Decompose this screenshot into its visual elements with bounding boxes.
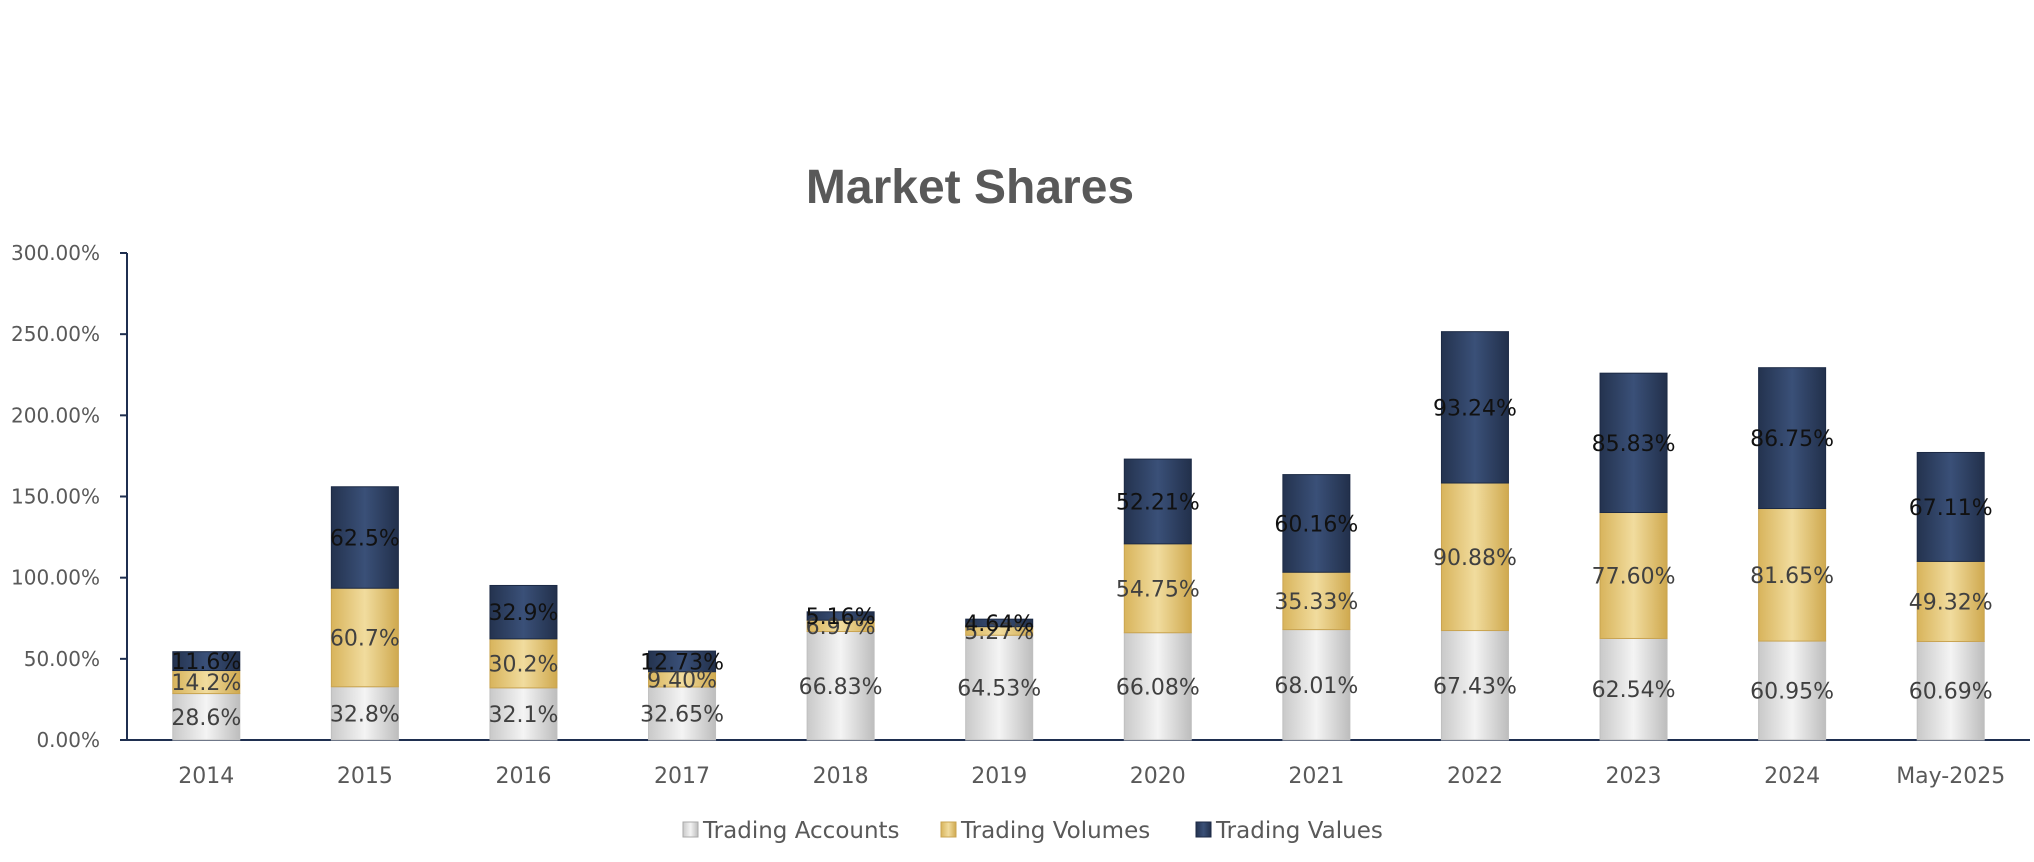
bar-segment (1758, 508, 1827, 642)
data-label: 52.21% (1116, 490, 1200, 515)
x-tick-label: 2018 (813, 764, 869, 789)
bar-segment (1758, 640, 1827, 741)
data-label: 81.65% (1750, 564, 1834, 589)
chart-title: Market Shares (806, 161, 1134, 214)
y-tick-label: 50.00% (24, 647, 100, 671)
bar-segment (330, 587, 399, 688)
x-tick-label: 2024 (1764, 764, 1820, 789)
data-label: 28.6% (171, 706, 241, 731)
bar-segment (1282, 474, 1351, 573)
bar-segment (1282, 629, 1351, 741)
data-label: 14.2% (171, 671, 241, 696)
legend-label: Trading Values (1215, 818, 1383, 844)
bar-segment (172, 693, 241, 741)
legend: Trading Accounts Trading Volumes Trading V… (682, 818, 1383, 844)
x-tick-label: 2014 (178, 764, 234, 789)
data-label: 64.53% (957, 677, 1041, 702)
bar-segment (1123, 543, 1192, 634)
legend-label: Trading Volumes (960, 818, 1150, 844)
x-tick-label: 2023 (1606, 764, 1662, 789)
data-labels: 28.6% 14.2%11.6% 32.8% 60.7% 62.5% 32.1% 30.2%… (171, 396, 1992, 730)
bar-segment (330, 486, 399, 589)
legend-swatch (682, 821, 699, 838)
data-label: 4.64% (964, 612, 1034, 637)
bar-segment (489, 687, 558, 741)
x-tick-label: 2020 (1130, 764, 1186, 789)
data-label: 30.2% (489, 652, 559, 677)
data-label: 32.9% (489, 601, 559, 626)
bar-segment (1440, 630, 1509, 741)
x-tick-label: 2015 (337, 764, 393, 789)
legend-swatch (1195, 821, 1212, 838)
bar-segment (172, 651, 241, 672)
y-tick-label: 250.00% (11, 322, 100, 346)
data-label: 68.01% (1274, 674, 1358, 699)
legend-swatch (940, 821, 957, 838)
data-label: 54.75% (1116, 577, 1200, 602)
axes: 0.00% 50.00% 100.00% 150.00% 200.00% 250.00% 3… (11, 241, 2030, 789)
data-label: 32.1% (489, 703, 559, 728)
legend-label: Trading Accounts (702, 818, 900, 844)
data-label: 62.54% (1592, 678, 1676, 703)
data-label: 9.40% (647, 668, 717, 693)
data-label: 60.95% (1750, 680, 1834, 705)
data-label: 66.83% (799, 675, 883, 700)
bar-segment (489, 638, 558, 689)
bar-segment (1440, 331, 1509, 484)
bar-segment (330, 686, 399, 741)
bar-segment (489, 584, 558, 640)
bar-segment (965, 634, 1034, 741)
data-label: 85.83% (1592, 432, 1676, 457)
x-tick-label: 2019 (971, 764, 1027, 789)
x-tick-label: May-2025 (1896, 764, 2005, 789)
data-label: 67.43% (1433, 674, 1517, 699)
data-label: 67.11% (1909, 496, 1993, 521)
bar-segment (1916, 560, 1985, 642)
data-label: 60.7% (330, 626, 400, 651)
bar-segment (1916, 451, 1985, 562)
bar-segment (1758, 367, 1827, 510)
data-label: 60.16% (1274, 512, 1358, 537)
bar-segment (1282, 571, 1351, 631)
data-label: 93.24% (1433, 396, 1517, 421)
data-label: 6.97% (806, 615, 876, 640)
x-tick-label: 2022 (1447, 764, 1503, 789)
bar-segment (1123, 632, 1192, 741)
data-label: 32.8% (330, 702, 400, 727)
data-label: 5.16% (806, 605, 876, 630)
x-tick-label: 2016 (495, 764, 551, 789)
data-label: 66.08% (1116, 675, 1200, 700)
bar-segment (1599, 372, 1668, 514)
y-tick-label: 300.00% (11, 241, 100, 265)
y-tick-label: 100.00% (11, 566, 100, 590)
data-label: 86.75% (1750, 427, 1834, 452)
data-label: 5.27% (964, 620, 1034, 645)
data-label: 12.73% (640, 650, 724, 675)
bar-segment (806, 631, 875, 741)
bars (172, 331, 1985, 741)
y-tick-label: 150.00% (11, 485, 100, 509)
x-tick-label: 2021 (1288, 764, 1344, 789)
data-label: 90.88% (1433, 546, 1517, 571)
bar-segment (648, 686, 717, 741)
data-label: 49.32% (1909, 590, 1993, 615)
bar-segment (1599, 512, 1668, 639)
bar-segment (1916, 640, 1985, 741)
data-label: 11.6% (171, 650, 241, 675)
bar-segment (806, 611, 875, 621)
data-label: 62.5% (330, 526, 400, 551)
bar-segment (648, 650, 717, 673)
bar-segment (1123, 458, 1192, 545)
bar-segment (1440, 482, 1509, 632)
y-tick-label: 0.00% (36, 728, 100, 752)
x-tick-label: 2017 (654, 764, 710, 789)
data-label: 35.33% (1274, 590, 1358, 615)
data-label: 32.65% (640, 702, 724, 727)
y-tick-label: 200.00% (11, 403, 100, 427)
bar-segment (965, 618, 1034, 628)
data-label: 60.69% (1909, 680, 1993, 705)
data-label: 77.60% (1592, 564, 1676, 589)
